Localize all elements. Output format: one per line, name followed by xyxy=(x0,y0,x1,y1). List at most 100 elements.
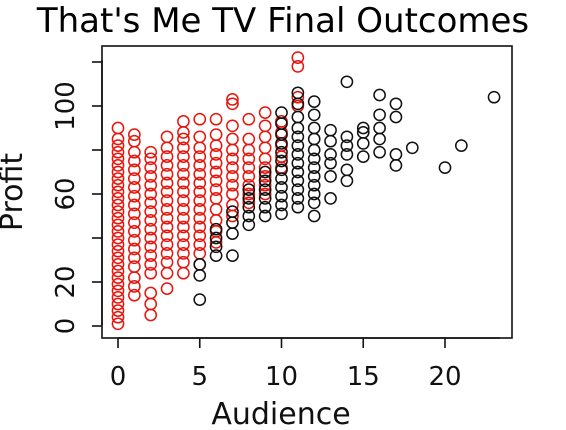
data-point xyxy=(487,90,501,104)
x-tick-label: 10 xyxy=(265,362,298,392)
data-point xyxy=(340,139,354,152)
data-point xyxy=(291,165,305,179)
data-point xyxy=(144,249,158,262)
data-point xyxy=(455,139,468,152)
data-point xyxy=(275,189,288,203)
data-point xyxy=(226,198,239,212)
data-point xyxy=(111,264,125,278)
data-point xyxy=(242,112,256,126)
x-tick-label: 20 xyxy=(428,362,461,392)
data-point xyxy=(111,304,125,317)
data-point xyxy=(275,106,288,119)
data-point xyxy=(128,260,141,273)
data-point xyxy=(144,258,158,271)
data-point xyxy=(193,185,207,199)
data-point xyxy=(242,170,256,183)
y-axis-label: Profit xyxy=(0,153,30,231)
data-point xyxy=(258,187,272,201)
data-point xyxy=(258,209,272,223)
data-point xyxy=(177,115,190,128)
data-point xyxy=(160,150,174,163)
data-point xyxy=(193,159,207,172)
plot-frame xyxy=(101,45,513,339)
data-point xyxy=(144,145,158,159)
data-point xyxy=(177,150,190,163)
data-point xyxy=(144,266,158,280)
data-point xyxy=(356,121,370,135)
data-point xyxy=(324,156,337,170)
data-point xyxy=(193,269,207,282)
data-point xyxy=(438,161,452,174)
data-point xyxy=(193,238,207,251)
data-point xyxy=(307,209,321,223)
data-point xyxy=(111,244,125,258)
data-point xyxy=(128,225,141,238)
data-point xyxy=(144,187,158,201)
data-point xyxy=(275,198,288,212)
data-point xyxy=(128,280,141,293)
data-point xyxy=(405,141,419,155)
data-point xyxy=(258,174,272,188)
data-point xyxy=(193,229,207,243)
data-point xyxy=(226,187,239,201)
x-tick-label: 5 xyxy=(191,362,208,392)
data-point xyxy=(291,192,305,205)
data-point xyxy=(128,172,141,185)
data-point xyxy=(324,148,337,161)
data-point xyxy=(291,148,305,161)
data-point xyxy=(275,207,288,221)
data-point xyxy=(258,165,272,179)
data-point xyxy=(128,233,141,247)
data-point xyxy=(242,178,256,192)
data-point xyxy=(111,165,125,179)
data-point xyxy=(177,229,190,243)
data-point xyxy=(160,238,174,251)
data-point xyxy=(356,150,370,163)
data-point xyxy=(258,200,272,214)
data-point xyxy=(111,291,125,304)
data-point xyxy=(209,174,223,188)
data-point xyxy=(111,297,125,311)
data-point xyxy=(209,165,223,179)
data-point xyxy=(226,249,239,262)
y-tick-label: 20 xyxy=(51,265,81,298)
y-ticks: 0 20 60 100 xyxy=(51,61,102,334)
data-point xyxy=(193,176,207,190)
data-point xyxy=(144,308,158,322)
data-point xyxy=(128,198,141,212)
data-point xyxy=(111,145,125,159)
data-point xyxy=(242,196,256,210)
data-point xyxy=(111,185,125,199)
data-point xyxy=(193,220,207,234)
data-point xyxy=(373,121,386,135)
data-point xyxy=(177,167,190,181)
data-point xyxy=(373,88,386,102)
data-point xyxy=(356,137,370,150)
data-point xyxy=(226,216,239,229)
data-point xyxy=(128,181,141,194)
data-point xyxy=(177,220,190,234)
data-point xyxy=(291,174,305,188)
data-point xyxy=(111,132,125,146)
data-point xyxy=(128,251,141,265)
data-point xyxy=(111,218,125,232)
data-point xyxy=(111,258,125,271)
data-point xyxy=(226,132,239,146)
data-point xyxy=(111,139,125,152)
data-point xyxy=(258,170,272,183)
data-point xyxy=(144,161,158,174)
data-point xyxy=(111,284,125,298)
data-point xyxy=(307,170,321,183)
data-point xyxy=(324,192,337,205)
data-point xyxy=(324,123,337,137)
data-point xyxy=(242,218,256,232)
data-point xyxy=(177,185,190,199)
data-point xyxy=(258,119,272,133)
x-ticks: 0 5 10 15 20 xyxy=(110,338,462,392)
data-point xyxy=(177,266,190,280)
data-point xyxy=(160,282,174,295)
data-point xyxy=(373,145,386,159)
data-point xyxy=(193,130,207,144)
data-point xyxy=(111,121,125,135)
